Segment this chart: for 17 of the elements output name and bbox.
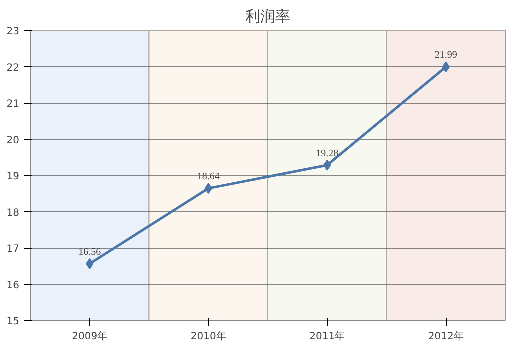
x-tick-label: 2011年 bbox=[310, 330, 346, 342]
x-tick-label: 2009年 bbox=[72, 330, 108, 342]
y-tick-label: 20 bbox=[6, 135, 20, 146]
x-tick-label: 2012年 bbox=[428, 330, 464, 342]
data-label: 16.56 bbox=[78, 246, 102, 258]
y-tick-label: 16 bbox=[6, 280, 20, 292]
chart-title: 利润率 bbox=[246, 8, 290, 26]
data-label: 19.28 bbox=[316, 148, 339, 160]
data-label: 21.99 bbox=[434, 50, 458, 62]
y-tick-label: 15 bbox=[6, 316, 20, 328]
y-tick-label: 23 bbox=[6, 26, 20, 38]
y-tick-label: 17 bbox=[6, 244, 20, 255]
y-tick-label: 19 bbox=[6, 172, 20, 182]
y-tick-label: 22 bbox=[6, 62, 20, 74]
y-tick-label: 18 bbox=[6, 208, 20, 219]
x-tick-label: 2010年 bbox=[190, 330, 226, 342]
y-tick-label: 21 bbox=[6, 99, 20, 110]
